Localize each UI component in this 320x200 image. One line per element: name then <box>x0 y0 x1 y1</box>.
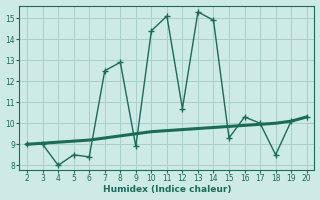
X-axis label: Humidex (Indice chaleur): Humidex (Indice chaleur) <box>103 185 231 194</box>
